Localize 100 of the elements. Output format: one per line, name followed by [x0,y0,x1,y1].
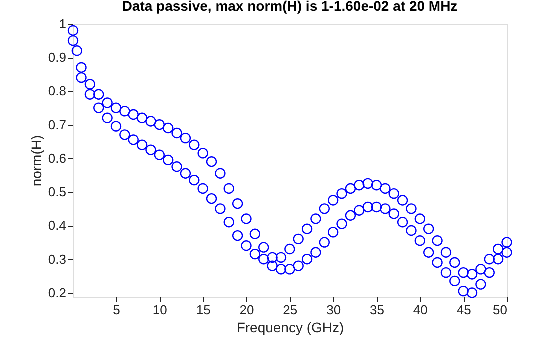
point [293,260,304,272]
point [502,237,512,248]
point [397,195,408,206]
x-tick-label: 25 [283,302,298,318]
point [414,236,426,246]
point [163,154,174,166]
point [94,89,104,100]
x-tick-label: 5 [113,302,120,318]
point [458,267,469,278]
y-tick-label: 0.3 [48,252,66,267]
point [414,214,426,224]
point [136,140,148,150]
y-tick-label: 0.2 [48,285,66,300]
point [72,46,83,56]
point [110,102,122,114]
point [450,276,460,287]
point [432,257,443,268]
point [450,257,460,268]
point [310,214,322,224]
point [406,225,417,236]
point [336,218,348,230]
point [492,244,504,255]
point [110,121,122,132]
point [319,237,330,248]
point [189,175,200,186]
point [215,204,226,214]
point [94,102,104,114]
point [345,210,356,221]
point [302,224,313,234]
point [68,25,79,36]
point [440,247,452,258]
point [180,168,192,179]
x-tick-label: 40 [413,302,428,318]
y-tick-label: 0.7 [48,117,66,132]
point [84,79,96,90]
point [258,254,270,265]
point [120,130,130,140]
point [180,132,192,144]
point [492,254,504,265]
x-tick-label: 10 [152,302,168,318]
point [371,180,382,191]
point [206,156,218,168]
point [362,178,374,190]
point [440,267,452,278]
chart-title: Data passive, max norm(H) is 1-1.60e-02 at 20 MHz [122,0,458,14]
point [267,260,278,272]
point [154,120,166,130]
point [136,112,148,124]
point [224,217,234,228]
point [276,264,287,275]
point [345,183,356,194]
point [267,252,278,263]
point [466,288,478,298]
point [424,224,434,234]
point [397,217,408,228]
point [302,254,313,265]
y-tick-label: 0.6 [48,150,66,166]
point [68,35,79,46]
point [502,247,512,258]
point [241,240,252,252]
point [224,183,234,194]
point [328,227,339,238]
point [293,234,304,245]
point [146,144,156,156]
y-tick-label: 0.8 [48,84,66,99]
point [466,269,478,280]
point [458,286,469,297]
point [276,252,287,263]
y-axis-title: norm(H) [28,135,44,187]
point [189,140,200,150]
point [250,228,261,240]
point [432,236,443,246]
point [215,168,226,179]
x-tick-label: 50 [493,302,508,318]
point [102,112,113,124]
point [76,62,87,74]
point [476,279,486,290]
point [476,264,486,275]
point [484,254,495,265]
point [154,150,166,160]
point [84,89,96,100]
point [128,134,139,146]
point [258,242,270,253]
x-tick-label: 45 [456,302,472,318]
point [102,98,113,108]
point [380,183,391,194]
x-tick-label: 30 [326,302,342,318]
x-tick-label: 35 [370,302,384,318]
y-tick-label: 0.4 [48,218,66,234]
point [328,195,339,206]
point [206,193,218,204]
x-tick-label: 15 [196,302,211,318]
point [198,148,208,159]
point [319,204,330,214]
point [336,188,348,200]
x-axis-title: Frequency (GHz) [236,320,344,336]
point [198,183,208,194]
point [232,198,244,210]
point [284,264,296,275]
point [172,162,182,172]
